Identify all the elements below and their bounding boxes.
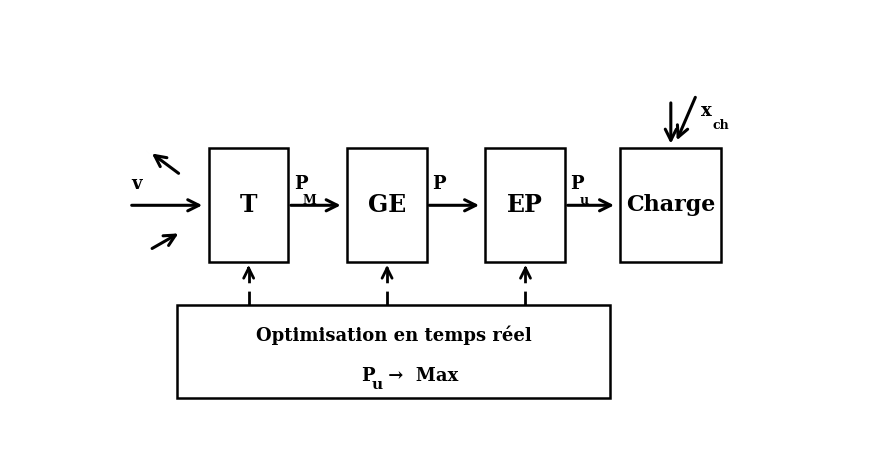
Text: EP: EP	[507, 193, 543, 217]
Bar	[209, 148, 288, 263]
Text: Charge: Charge	[626, 194, 715, 216]
Text: u: u	[580, 194, 588, 207]
Text: →  Max: → Max	[381, 368, 458, 385]
Text: P: P	[294, 175, 307, 193]
Bar	[486, 148, 565, 263]
Bar	[178, 305, 610, 398]
Text: P: P	[432, 175, 446, 193]
Text: Optimisation en temps réel: Optimisation en temps réel	[256, 325, 532, 345]
Bar	[347, 148, 427, 263]
Text: T: T	[239, 193, 257, 217]
Text: P: P	[571, 175, 584, 193]
Text: GE: GE	[368, 193, 405, 217]
Text: P: P	[361, 368, 374, 385]
Bar	[621, 148, 721, 263]
Text: M: M	[303, 194, 316, 207]
Text: u: u	[371, 378, 382, 392]
Text: v: v	[131, 175, 141, 193]
Text: x: x	[701, 102, 712, 120]
Text: ch: ch	[713, 119, 729, 131]
